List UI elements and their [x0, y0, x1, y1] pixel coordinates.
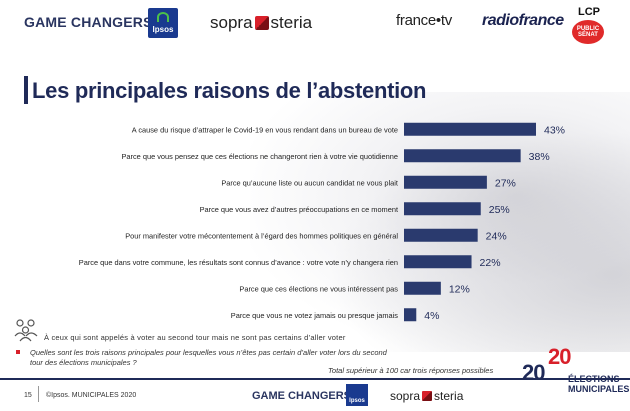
bar [404, 175, 487, 189]
footer-sopra-steria-logo: sopra steria [390, 389, 463, 403]
value-label: 43% [544, 124, 565, 136]
total-note: Total supérieur à 100 car trois réponses… [328, 366, 494, 375]
category-label: Parce que ces élections ne vous intéress… [239, 284, 398, 293]
category-label: Parce qu’aucune liste ou aucun candidat … [221, 178, 398, 187]
category-label: Parce que vous avez d’autres préoccupati… [200, 205, 398, 214]
category-label: A cause du risque d’attraper le Covid-19… [132, 125, 398, 134]
game-changers-logo: GAME CHANGERS [24, 14, 153, 30]
title-accent-bar [24, 76, 28, 104]
steria-text: steria [270, 13, 313, 32]
sopra-steria-logo: sopra steria [210, 13, 312, 33]
footer-separator [38, 386, 39, 402]
badge-year-top: 20 [548, 344, 572, 369]
ipsos-logo-text: Ipsos [152, 25, 174, 34]
ipsos-arc-icon [157, 12, 169, 22]
people-group-icon [14, 319, 38, 342]
radio-france-logo: radiofrance [482, 12, 564, 29]
elections-municipales-2020-badge: 20 20 ÉLECTIONS MUNICIPALES [520, 344, 630, 396]
question-bullet-icon [16, 350, 20, 354]
bar [404, 281, 441, 295]
value-label: 27% [495, 177, 516, 189]
public-senat-badge: PUBLIC SÉNAT [572, 20, 604, 44]
footer-ipsos-logo: Ipsos [346, 384, 368, 406]
category-label: Parce que vous pensez que ces élections … [121, 152, 398, 161]
category-label: Parce que dans votre commune, les résult… [79, 258, 398, 267]
lcp-text: LCP [578, 6, 600, 18]
footer-game-changers-logo: GAME CHANGERS [252, 390, 352, 402]
page-title: Les principales raisons de l’abstention [32, 78, 427, 103]
category-label: Parce que vous ne votez jamais ou presqu… [231, 311, 399, 320]
page-number: 15 [24, 392, 32, 399]
value-label: 22% [480, 257, 501, 269]
sopra-mark-icon [254, 16, 269, 30]
footer-divider [0, 378, 630, 380]
copyright: ©Ipsos. MUNICIPALES 2020 [46, 392, 137, 399]
footer-sopra-text: sopra [390, 389, 421, 403]
lcp-public-senat-logo: LCP PUBLIC SÉNAT [568, 6, 614, 46]
ipsos-logo: Ipsos [148, 8, 178, 38]
sopra-text: sopra [210, 13, 253, 32]
badge-line-2: MUNICIPALES [568, 384, 630, 394]
footer-steria-text: steria [434, 389, 464, 403]
value-label: 4% [424, 310, 439, 322]
bar [404, 308, 417, 322]
footer-sopra-mark-icon [422, 391, 433, 401]
value-label: 24% [486, 230, 507, 242]
value-label: 25% [489, 204, 510, 216]
survey-question: Quelles sont les trois raisons principal… [30, 348, 387, 367]
sample-description: À ceux qui sont appelés à voter au secon… [44, 333, 346, 342]
value-label: 12% [449, 283, 470, 295]
badge-year-bottom: 20 [522, 360, 546, 385]
bar [404, 122, 536, 136]
france-tv-logo: france•tv [396, 12, 452, 29]
bar [404, 202, 481, 216]
value-label: 38% [529, 151, 550, 163]
abstention-reasons-bar-chart: A cause du risque d’attraper le Covid-19… [79, 122, 565, 322]
category-label: Pour manifester votre mécontentement à l… [125, 231, 398, 240]
bar [404, 149, 521, 163]
bar [404, 228, 478, 242]
bar [404, 255, 472, 269]
